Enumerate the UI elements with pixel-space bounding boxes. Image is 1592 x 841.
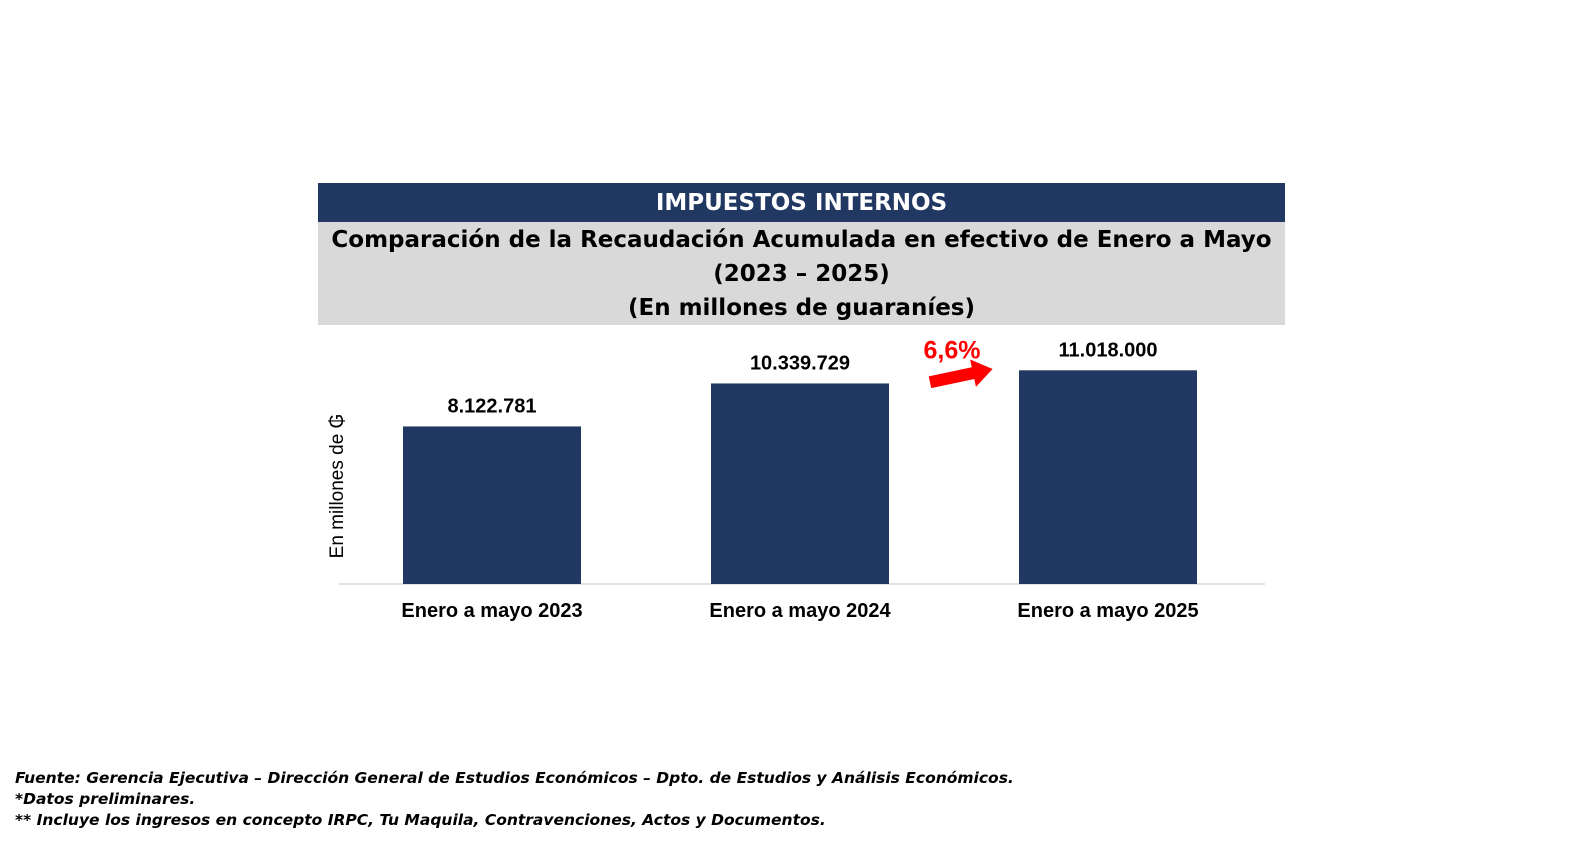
header-title: IMPUESTOS INTERNOS (655, 189, 948, 216)
category-label-2: Enero a mayo 2024 (709, 600, 891, 622)
category-label-1: Enero a mayo 2023 (401, 600, 582, 622)
category-label-3: Enero a mayo 2025 (1017, 600, 1198, 622)
subtitle-line-2: (2023 – 2025) (713, 260, 890, 287)
subtitle-line-3: (En millones de guaraníes) (627, 294, 976, 321)
growth-percentage-label: 6,6% (924, 336, 981, 364)
data-label-3: 11.018.000 (1059, 339, 1158, 361)
bar-3 (1019, 370, 1197, 584)
footnote-preliminary: *Datos preliminares. (15, 790, 196, 808)
growth-arrow-icon (928, 359, 993, 389)
footnote-source: Fuente: Gerencia Ejecutiva – Dirección G… (15, 769, 1014, 787)
subtitle-line-1: Comparación de la Recaudación Acumulada … (331, 226, 1272, 253)
chart-header-bar: IMPUESTOS INTERNOS (318, 183, 1285, 222)
chart-subtitle-box: Comparación de la Recaudación Acumulada … (318, 222, 1285, 325)
footnotes: Fuente: Gerencia Ejecutiva – Dirección G… (15, 768, 1415, 831)
data-label-1: 8.122.781 (448, 395, 537, 417)
data-label-2: 10.339.729 (750, 352, 850, 374)
bar-2 (711, 383, 889, 584)
y-axis-label: En millones de ₲ (327, 414, 348, 559)
footnote-includes: ** Incluye los ingresos en concepto IRPC… (15, 811, 826, 829)
bar-1 (403, 426, 581, 584)
